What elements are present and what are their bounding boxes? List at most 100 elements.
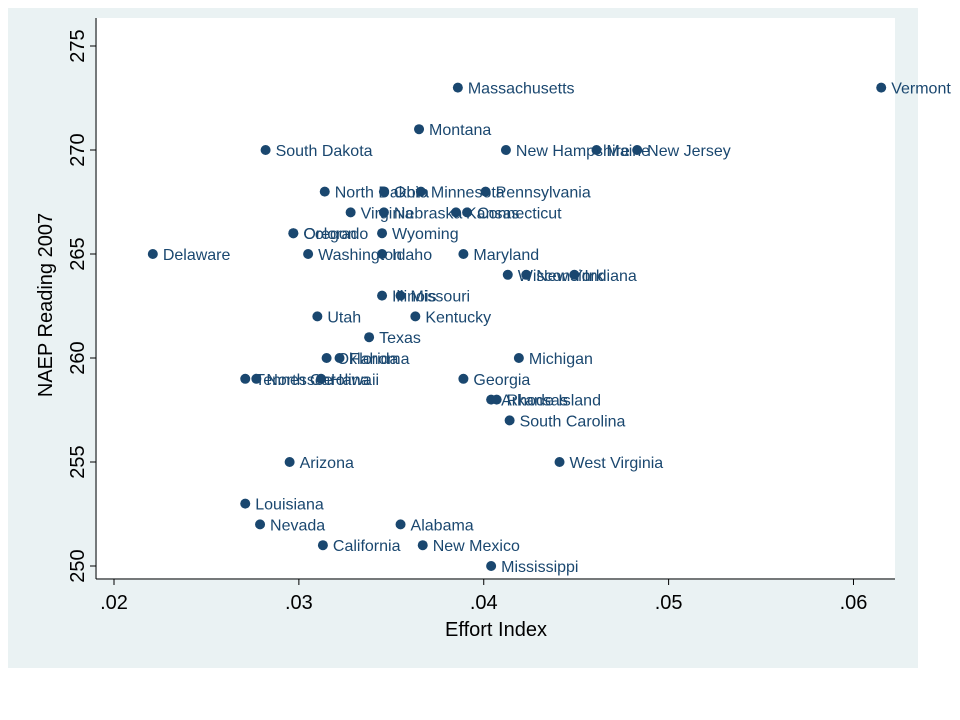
- data-point: [632, 145, 643, 155]
- data-label: South Dakota: [276, 143, 373, 160]
- x-tick-label: .06: [840, 592, 868, 614]
- data-label: Massachusetts: [468, 81, 575, 98]
- data-point: [452, 82, 463, 93]
- data-point: [319, 186, 330, 197]
- data-point: [876, 82, 887, 93]
- data-label: Oregon: [303, 226, 356, 243]
- data-point: [521, 269, 532, 280]
- data-label: Vermont: [891, 81, 951, 98]
- data-point: [288, 228, 299, 239]
- data-label: Michigan: [529, 351, 593, 368]
- x-tick-label: .03: [285, 592, 313, 614]
- data-point: [569, 269, 580, 280]
- data-label: Pennsylvania: [496, 185, 591, 202]
- data-label: Utah: [327, 309, 361, 326]
- data-label: Arizona: [300, 455, 354, 472]
- data-label: Nevada: [270, 517, 325, 534]
- data-label: Ohio: [394, 185, 428, 202]
- data-point: [312, 311, 323, 322]
- data-label: Colorado: [303, 226, 368, 243]
- data-point: [504, 415, 515, 426]
- data-point: [591, 145, 602, 155]
- data-label: South Carolina: [520, 413, 626, 430]
- data-point: [317, 540, 328, 551]
- data-labels: Massachusetts Vermont Montana South Dakota N…: [163, 81, 952, 576]
- data-label: Maryland: [473, 247, 539, 264]
- data-point: [554, 457, 565, 467]
- x-tick-label: .02: [100, 592, 128, 614]
- data-point: [377, 249, 388, 259]
- axis-ticks: .02 .03 .04 .05 .06 250 255 260 265 270 275: [67, 29, 867, 614]
- data-label: California: [333, 538, 401, 555]
- data-point: [321, 353, 332, 363]
- data-point: [486, 561, 497, 571]
- data-point: [500, 145, 511, 155]
- data-point: [303, 249, 314, 259]
- data-label: Mississippi: [501, 559, 578, 576]
- y-tick-label: 275: [67, 29, 89, 62]
- data-point: [255, 519, 266, 530]
- y-tick-label: 265: [67, 237, 89, 270]
- data-label: Maine: [607, 143, 651, 160]
- x-tick-label: .04: [470, 592, 498, 614]
- data-label: Delaware: [163, 247, 231, 264]
- data-point: [378, 186, 389, 197]
- data-point: [417, 540, 428, 551]
- data-label: Nebraska: [394, 205, 463, 222]
- data-label: North Dakota: [335, 185, 429, 202]
- plot-area: [97, 18, 895, 578]
- data-label: Louisiana: [255, 497, 324, 514]
- data-label: Rhode Island: [507, 393, 601, 410]
- data-point: [377, 228, 388, 239]
- data-point: [513, 353, 524, 363]
- data-label: New Jersey: [647, 143, 731, 160]
- data-point: [377, 290, 388, 301]
- data-point: [458, 373, 469, 384]
- data-point: [147, 249, 158, 259]
- data-label: New Hampshire: [516, 143, 630, 160]
- data-point: [395, 519, 406, 530]
- data-label: Wisconsin: [518, 268, 591, 285]
- data-label: Arkansas: [501, 393, 568, 410]
- data-point: [240, 373, 251, 384]
- data-label: Connecticut: [477, 205, 562, 222]
- data-point: [480, 186, 491, 197]
- data-point: [414, 124, 425, 135]
- data-label: Indiana: [584, 268, 637, 285]
- data-label: Wyoming: [392, 226, 459, 243]
- data-points: [147, 82, 887, 571]
- data-point: [462, 207, 473, 218]
- data-label: Kentucky: [425, 309, 491, 326]
- data-label: Oklahoma: [337, 351, 410, 368]
- data-label: Missouri: [411, 289, 471, 306]
- data-point: [458, 249, 469, 259]
- data-label: Georgia: [473, 372, 530, 389]
- data-label: Alabama: [411, 517, 474, 534]
- data-label: Texas: [379, 330, 421, 347]
- y-axis-title: NAEP Reading 2007: [35, 213, 57, 397]
- data-label: Kansas: [466, 205, 519, 222]
- data-point: [251, 373, 262, 384]
- data-point: [334, 353, 345, 363]
- data-label: Washington: [318, 247, 402, 264]
- data-label: New Mexico: [433, 538, 520, 555]
- y-tick-label: 260: [67, 341, 89, 374]
- data-label: Florida: [350, 351, 399, 368]
- data-point: [491, 394, 502, 405]
- y-tick-label: 250: [67, 549, 89, 582]
- data-point: [316, 373, 327, 384]
- data-label: Idaho: [392, 247, 432, 264]
- data-point: [240, 498, 251, 509]
- data-point: [451, 207, 462, 218]
- data-point: [415, 186, 426, 197]
- data-point: [410, 311, 421, 322]
- data-label: Hawaii: [331, 372, 379, 389]
- data-point: [502, 269, 513, 280]
- data-label: Montana: [429, 122, 491, 139]
- data-label: West Virginia: [570, 455, 664, 472]
- y-tick-label: 270: [67, 133, 89, 166]
- data-point: [260, 145, 271, 155]
- data-label: North Carolina: [266, 372, 369, 389]
- x-tick-label: .05: [655, 592, 683, 614]
